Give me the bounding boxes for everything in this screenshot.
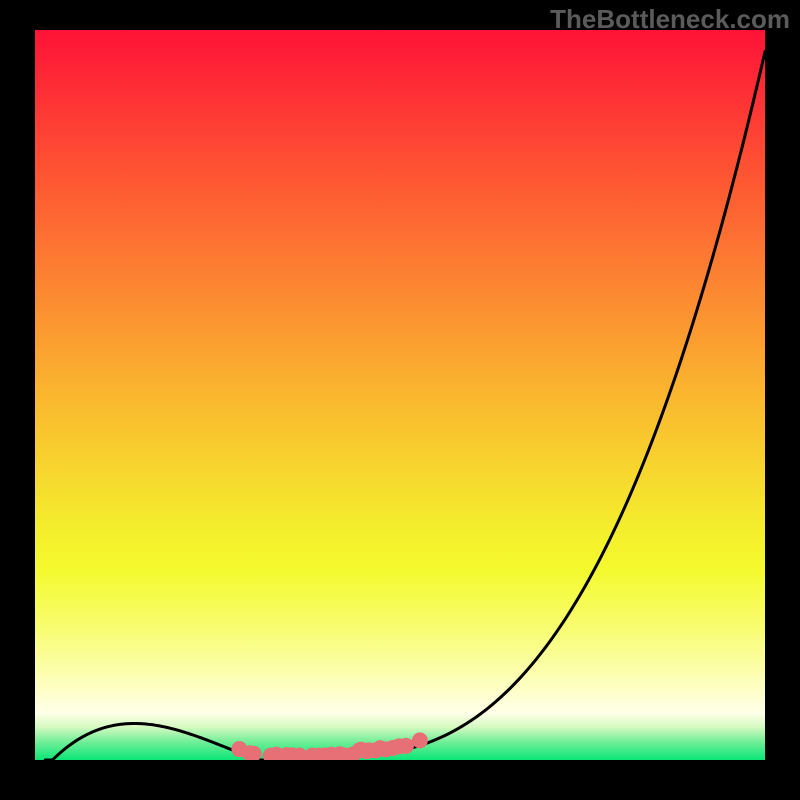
plot-border bbox=[0, 760, 800, 800]
watermark: TheBottleneck.com bbox=[550, 4, 790, 35]
scatter-point bbox=[412, 732, 428, 748]
plot-border bbox=[765, 0, 800, 800]
gradient-background bbox=[35, 30, 765, 760]
chart-svg bbox=[0, 0, 800, 800]
plot-border bbox=[0, 0, 35, 800]
scatter-point bbox=[398, 738, 414, 754]
